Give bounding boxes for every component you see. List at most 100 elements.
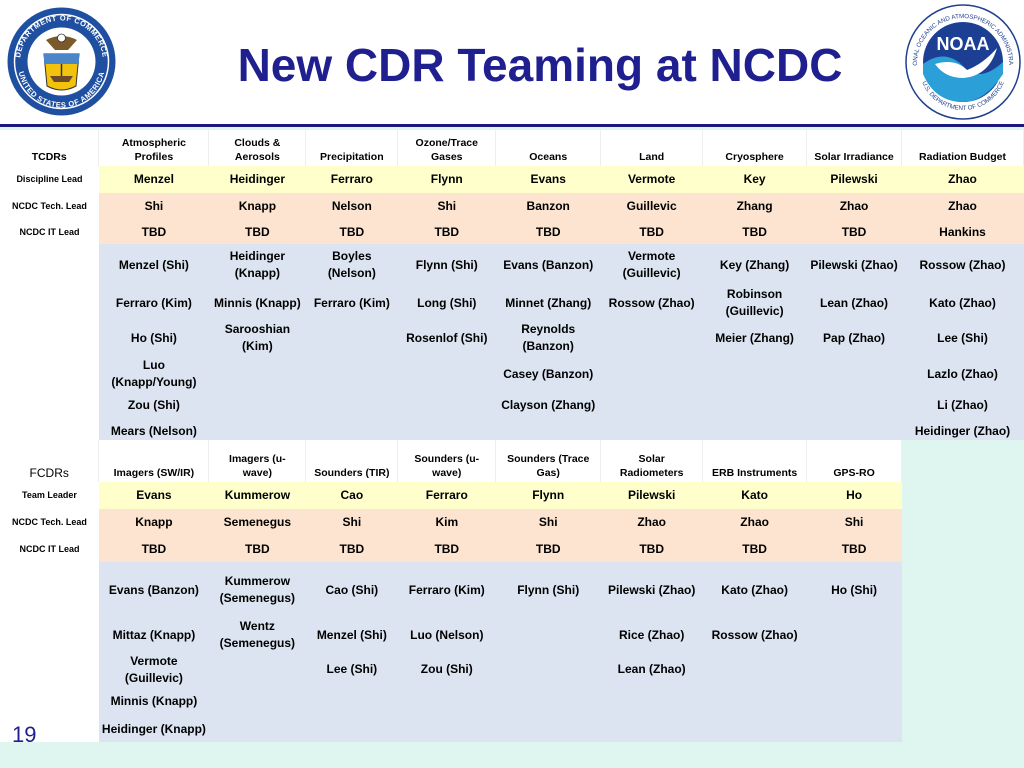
tcdr-member-row: Menzel (Shi) Heidinger (Knapp) Boyles (Nel… [0,244,1024,286]
fcdr-column-header: Sounders (u- wave) [397,440,497,482]
member-cell [806,356,902,392]
row-label [0,356,99,392]
member-cell: Meier (Zhang) [702,320,807,356]
row-label [0,320,99,356]
gap-cell [901,716,1024,742]
member-cell [702,716,807,742]
lead-cell: TBD [600,536,703,562]
row-label: NCDC Tech. Lead [0,193,99,220]
member-cell: Rossow (Zhao) [702,618,807,652]
fcdr-member-row: Mittaz (Knapp) Wentz (Semenegus) Menzel (S… [0,618,1024,652]
member-cell [495,652,601,687]
lead-cell: Banzon [495,193,601,220]
member-cell: Cao (Shi) [305,562,398,618]
member-cell: Rosenlof (Shi) [397,320,496,356]
lead-cell: Key [702,166,807,193]
fcdr-column-header: GPS-RO [806,440,903,482]
lead-cell: Kummerow [208,482,306,509]
lead-cell: Nelson [305,193,398,220]
gap-cell [901,618,1024,652]
lead-cell: TBD [806,220,902,244]
lead-cell: Shi [397,193,496,220]
member-cell [600,716,703,742]
member-cell [397,392,496,419]
fcdr-member-row: Minnis (Knapp) [0,687,1024,716]
tcdr-column-header: Solar Irradiance [806,130,902,166]
member-cell [305,392,398,419]
lead-cell: Ferraro [397,482,496,509]
gap-cell [901,440,1024,482]
member-cell [305,356,398,392]
member-cell: Rossow (Zhao) [600,286,703,320]
row-label [0,286,99,320]
header-rule [0,124,1024,127]
lead-cell: Semenegus [208,509,306,536]
member-cell [495,716,601,742]
row-label: NCDC IT Lead [0,536,99,562]
lead-cell: Zhao [901,193,1024,220]
member-cell [397,356,496,392]
tcdr-column-header: Land [600,130,704,166]
member-cell [495,618,601,652]
gap-cell [901,536,1024,562]
member-cell: Pilewski (Zhao) [806,244,902,286]
gap-cell [901,509,1024,536]
lead-cell: Kim [397,509,496,536]
row-label [0,419,99,444]
member-cell: Key (Zhang) [702,244,807,286]
member-cell: Zou (Shi) [397,652,496,687]
page-number: 19 [12,722,37,747]
lead-cell: Pilewski [600,482,703,509]
member-cell [702,392,807,419]
tcdr-lead-row: NCDC Tech. Lead Shi Knapp Nelson Shi Banzon Gu… [0,193,1024,220]
fcdr-member-row: Evans (Banzon) Kummerow (Semenegus) Cao (S… [0,562,1024,618]
member-cell: Minnis (Knapp) [98,687,209,716]
fcdr-lead-row: NCDC IT Lead TBD TBD TBD TBD TBD TBD TBD TBD [0,536,1024,562]
member-cell [702,419,807,444]
member-cell: Ferraro (Kim) [397,562,496,618]
lead-cell: TBD [305,220,398,244]
fcdr-lead-row: Team Leader Evans Kummerow Cao Ferraro Flynn P… [0,482,1024,509]
member-cell: Mittaz (Knapp) [98,618,209,652]
member-cell [806,392,902,419]
member-cell: Luo (Knapp/Young) [98,356,209,392]
lead-cell: Menzel [98,166,209,193]
member-cell [397,419,496,444]
member-cell [702,652,807,687]
member-cell: Evans (Banzon) [495,244,601,286]
member-cell: Robinson (Guillevic) [702,286,807,320]
department-of-commerce-seal-icon: DEPARTMENT OF COMMERCE UNITED STATES OF … [7,7,116,116]
lead-cell: TBD [397,536,496,562]
page-title: New CDR Teaming at NCDC [237,39,843,91]
member-cell [806,419,902,444]
lead-cell: Pilewski [806,166,902,193]
member-cell: Flynn (Shi) [495,562,601,618]
member-cell: Lee (Shi) [305,652,398,687]
lead-cell: Zhao [702,509,807,536]
lead-cell: TBD [495,220,601,244]
fcdr-column-header: Imagers (SW/IR) [98,440,210,482]
row-label: Discipline Lead [0,166,99,193]
lead-cell: Shi [305,509,398,536]
row-label [0,562,99,618]
lead-cell: TBD [702,220,807,244]
member-cell: Rice (Zhao) [600,618,703,652]
member-cell [208,356,306,392]
fcdr-teaming-table: FCDRs Imagers (SW/IR) Imagers (u- wave) Sou… [0,440,1024,742]
lead-cell: Zhao [600,509,703,536]
tcdr-header-row: TCDRs Atmospheric Profiles Clouds & Aeroso… [0,130,1024,166]
member-cell [702,356,807,392]
tcdr-member-row: Ho (Shi) Sarooshian (Kim) Rosenlof (Shi) Re… [0,320,1024,356]
row-label [0,687,99,716]
fcdr-member-row: Heidinger (Knapp) [0,716,1024,742]
lead-cell: Zhang [702,193,807,220]
slide-header [0,0,1024,126]
member-cell: Lee (Shi) [901,320,1024,356]
tcdr-column-header: Oceans [495,130,602,166]
tcdr-column-header: Precipitation [305,130,399,166]
member-cell: Sarooshian (Kim) [208,320,306,356]
tcdr-corner-label: TCDRs [0,130,100,166]
row-label: Team Leader [0,482,99,509]
tcdr-member-row: Mears (Nelson) Heidinger (Zhao) [0,419,1024,444]
gap-cell [901,687,1024,716]
